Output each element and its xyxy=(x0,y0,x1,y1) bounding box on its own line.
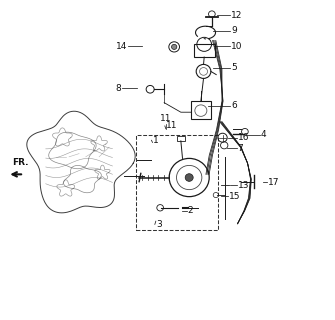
Text: 3: 3 xyxy=(156,220,161,229)
Circle shape xyxy=(185,174,193,181)
Text: 16: 16 xyxy=(238,133,249,142)
Text: 14: 14 xyxy=(116,42,127,51)
Text: 11: 11 xyxy=(160,114,172,123)
Text: 2: 2 xyxy=(188,206,193,215)
Text: 5: 5 xyxy=(231,63,237,72)
Bar xyxy=(177,136,185,141)
Text: 12: 12 xyxy=(231,11,242,20)
Text: 10: 10 xyxy=(231,42,243,51)
Text: 17: 17 xyxy=(268,178,279,187)
Text: 9: 9 xyxy=(231,27,237,36)
Text: FR.: FR. xyxy=(12,158,29,167)
Text: 4: 4 xyxy=(261,130,267,139)
Text: 8: 8 xyxy=(115,84,121,93)
Bar xyxy=(191,101,211,119)
Text: 6: 6 xyxy=(231,101,237,110)
Text: 11: 11 xyxy=(166,121,177,131)
Text: 13: 13 xyxy=(238,181,249,190)
Text: 15: 15 xyxy=(229,191,241,201)
Bar xyxy=(194,44,215,57)
Circle shape xyxy=(172,44,177,50)
Text: 7: 7 xyxy=(238,144,243,153)
Text: 1: 1 xyxy=(152,136,158,145)
Bar xyxy=(136,134,217,230)
